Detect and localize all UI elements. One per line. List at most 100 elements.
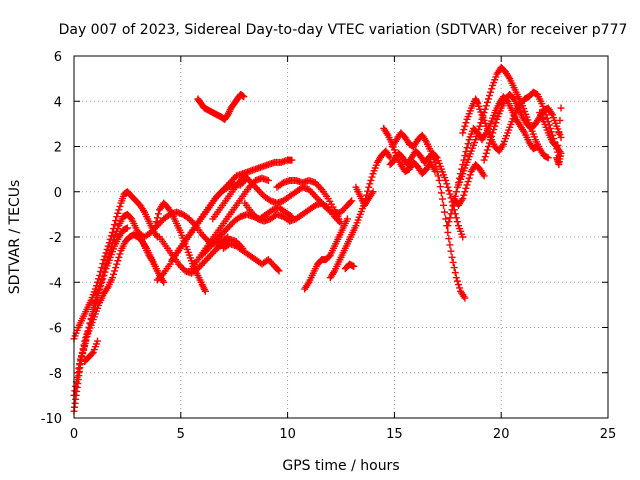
- data-point-marker: [459, 233, 467, 241]
- y-tick-label: -10: [41, 412, 62, 427]
- data-point-marker: [208, 249, 216, 257]
- data-point-marker: [461, 188, 469, 196]
- data-point-marker: [210, 248, 218, 256]
- data-point-marker: [201, 234, 209, 242]
- data-point-marker: [461, 152, 469, 160]
- data-point-marker: [91, 300, 99, 308]
- data-point-marker: [481, 105, 489, 113]
- data-point-marker: [449, 258, 457, 266]
- data-point-marker: [87, 316, 95, 324]
- x-tick-label: 20: [493, 427, 510, 442]
- data-point-marker: [257, 189, 265, 197]
- data-point-marker: [462, 119, 470, 127]
- data-point-marker: [490, 126, 498, 134]
- data-point-marker: [445, 235, 453, 243]
- data-point-marker: [491, 122, 499, 130]
- data-point-marker: [227, 221, 235, 229]
- data-point-marker: [463, 181, 471, 189]
- data-point-marker: [200, 258, 208, 266]
- data-point-marker: [97, 282, 105, 290]
- data-point-marker: [436, 183, 444, 191]
- data-point-marker: [311, 179, 319, 187]
- data-point-marker: [452, 274, 460, 282]
- data-point-marker: [488, 85, 496, 93]
- plot-frame: [73, 55, 609, 419]
- tick-labels: 0 5 10 15 20 25 -10 -8 -6 -4 -2 0 2 4 6: [41, 50, 617, 442]
- data-point-marker: [480, 156, 488, 164]
- data-point-marker: [311, 192, 319, 200]
- data-point-marker: [447, 210, 455, 218]
- data-point-marker: [93, 292, 101, 300]
- data-point-marker: [453, 218, 461, 226]
- data-point-marker: [485, 139, 493, 147]
- data-point-marker: [112, 264, 120, 272]
- data-point-marker: [123, 224, 131, 232]
- data-point-marker: [459, 195, 467, 203]
- data-point-marker: [106, 235, 114, 243]
- data-point-marker: [484, 95, 492, 103]
- data-point-marker: [431, 167, 439, 175]
- data-point-marker: [113, 260, 121, 268]
- x-tick-label: 10: [279, 427, 296, 442]
- data-point-marker: [446, 190, 454, 198]
- data-point-marker: [477, 119, 485, 127]
- data-point-marker: [444, 222, 452, 230]
- data-point-marker: [84, 327, 92, 335]
- x-tick-label: 5: [177, 427, 185, 442]
- data-point-marker: [462, 184, 470, 192]
- data-point-marker: [438, 195, 446, 203]
- data-point-marker: [255, 187, 263, 195]
- data-point-marker: [76, 361, 84, 369]
- data-point-marker: [452, 214, 460, 222]
- plot-area: [70, 63, 565, 415]
- data-point-marker: [308, 189, 316, 197]
- data-point-marker: [105, 239, 113, 247]
- data-point-marker: [487, 88, 495, 96]
- y-tick-label: 0: [54, 186, 62, 201]
- data-point-marker: [115, 253, 123, 261]
- data-point-marker: [461, 122, 469, 130]
- series-arc-24: [380, 124, 439, 178]
- data-point-marker: [443, 180, 451, 188]
- y-tick-label: 6: [54, 50, 62, 65]
- data-point-marker: [315, 182, 323, 190]
- data-point-marker: [475, 126, 483, 134]
- data-point-marker: [98, 278, 106, 286]
- data-point-marker: [473, 132, 481, 140]
- data-point-marker: [95, 288, 103, 296]
- data-point-marker: [445, 187, 453, 195]
- data-point-marker: [154, 210, 162, 218]
- data-point-marker: [480, 172, 488, 180]
- series-arc-4: [74, 224, 131, 377]
- data-point-marker: [207, 251, 215, 259]
- data-point-marker: [447, 247, 455, 255]
- data-point-marker: [367, 176, 375, 184]
- series-arc-14: [220, 240, 283, 275]
- data-point-marker: [113, 213, 121, 221]
- data-point-marker: [160, 278, 168, 286]
- data-point-marker: [81, 337, 89, 345]
- data-point-marker: [111, 267, 119, 275]
- data-point-marker: [102, 249, 110, 257]
- data-point-marker: [323, 202, 331, 210]
- series-arc-17: [301, 215, 351, 293]
- data-point-marker: [437, 189, 445, 197]
- data-point-marker: [101, 268, 109, 276]
- data-point-marker: [543, 114, 551, 122]
- data-point-marker: [313, 194, 321, 202]
- x-tick-label: 0: [70, 427, 78, 442]
- data-point-marker: [459, 129, 467, 137]
- data-point-marker: [96, 285, 104, 293]
- data-point-marker: [461, 294, 469, 302]
- series-arc-8: [155, 233, 247, 277]
- y-tick-label: -8: [49, 367, 62, 382]
- data-point-marker: [80, 341, 88, 349]
- data-point-marker: [204, 254, 211, 262]
- data-point-marker: [108, 274, 116, 282]
- y-tick-label: -4: [49, 276, 62, 291]
- data-point-marker: [452, 188, 460, 196]
- data-point-marker: [82, 334, 90, 342]
- data-point-marker: [288, 156, 296, 164]
- series-arc-19: [341, 260, 358, 273]
- data-point-marker: [316, 184, 324, 192]
